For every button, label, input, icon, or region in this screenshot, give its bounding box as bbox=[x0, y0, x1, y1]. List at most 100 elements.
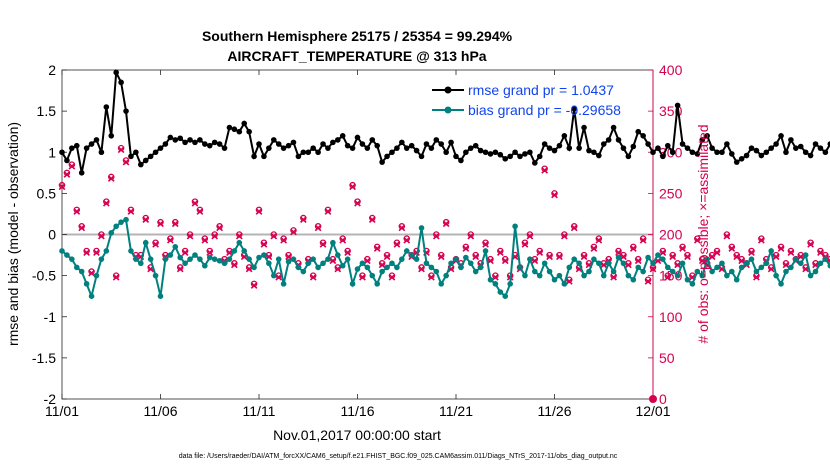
rmse-point bbox=[123, 108, 129, 114]
rmse-point bbox=[335, 137, 341, 143]
bias-point bbox=[817, 260, 824, 267]
rmse-point bbox=[463, 149, 469, 156]
bias-point bbox=[586, 268, 592, 275]
obs-assimilated-point bbox=[378, 261, 386, 269]
rmse-point bbox=[694, 151, 701, 157]
bias-point bbox=[714, 264, 720, 271]
x-tick-label: 11/26 bbox=[538, 403, 572, 419]
x-tick-label: 11/01 bbox=[45, 403, 79, 419]
obs-cross-stroke bbox=[260, 241, 268, 248]
bias-point bbox=[753, 268, 760, 275]
rmse-point bbox=[448, 139, 454, 146]
rmse-point bbox=[502, 156, 509, 162]
obs-cross-stroke bbox=[88, 269, 95, 277]
obs-assimilated-point bbox=[324, 208, 332, 215]
rmse-point bbox=[128, 153, 134, 160]
obs-assimilated-point bbox=[728, 245, 736, 252]
rmse-point bbox=[655, 145, 661, 151]
bias-point bbox=[187, 256, 193, 262]
rmse-point bbox=[236, 128, 243, 135]
obs-cross-stroke bbox=[639, 236, 647, 244]
rmse-point bbox=[290, 139, 297, 146]
rmse-point bbox=[743, 152, 750, 159]
obs-cross-stroke bbox=[674, 261, 681, 269]
rmse-point bbox=[802, 149, 809, 156]
obs-cross-stroke bbox=[231, 261, 238, 269]
obs-cross-stroke bbox=[122, 158, 130, 166]
legend-marker bbox=[444, 86, 452, 94]
rmse-point bbox=[93, 137, 100, 143]
bias-point bbox=[399, 256, 405, 262]
obs-cross-stroke bbox=[723, 232, 731, 240]
rmse-point bbox=[418, 153, 425, 160]
rmse-point bbox=[172, 137, 179, 143]
obs-cross-stroke bbox=[807, 241, 814, 248]
obs-cross-stroke bbox=[63, 171, 71, 178]
obs-cross-stroke bbox=[501, 257, 509, 265]
obs-assimilated-point bbox=[201, 236, 209, 244]
bias-point bbox=[64, 252, 70, 258]
obs-cross-stroke bbox=[142, 216, 150, 224]
rmse-point bbox=[339, 133, 346, 139]
rmse-point bbox=[64, 157, 70, 164]
rmse-point bbox=[261, 153, 267, 160]
bias-point bbox=[689, 281, 696, 287]
bias-point bbox=[384, 264, 390, 271]
obs-assimilated-point bbox=[63, 171, 71, 178]
bias-point bbox=[719, 260, 725, 267]
obs-cross-stroke bbox=[201, 236, 209, 244]
obs-cross-stroke bbox=[753, 273, 760, 281]
obs-cross-stroke bbox=[787, 249, 795, 256]
rmse-point bbox=[118, 79, 124, 86]
obs-assimilated-point bbox=[191, 199, 199, 207]
obs-cross-stroke bbox=[531, 257, 539, 265]
obs-cross-stroke bbox=[437, 253, 445, 261]
rmse-point bbox=[256, 141, 262, 147]
rmse-point bbox=[295, 153, 302, 160]
chart-title-line1: Southern Hemisphere 25175 / 25354 = 99.2… bbox=[202, 28, 513, 44]
rmse-point bbox=[689, 149, 696, 156]
rmse-point bbox=[241, 120, 248, 127]
obs-cross-stroke bbox=[388, 273, 396, 281]
obs-assimilated-point bbox=[772, 253, 780, 261]
rmse-point bbox=[285, 142, 292, 149]
rmse-point bbox=[359, 141, 366, 147]
rmse-point bbox=[142, 157, 149, 164]
obs-cross-stroke bbox=[492, 273, 499, 281]
rmse-point bbox=[354, 134, 361, 141]
bias-point bbox=[650, 260, 656, 267]
obs-assimilated-point bbox=[373, 245, 381, 252]
bias-point bbox=[275, 256, 282, 262]
obs-assimilated-point bbox=[679, 245, 686, 252]
rmse-point bbox=[664, 142, 671, 149]
y-tick-label-left: 2 bbox=[48, 62, 56, 78]
obs-assimilated-point bbox=[166, 236, 174, 244]
obs-cross-stroke bbox=[629, 245, 637, 252]
bias-point bbox=[807, 272, 814, 279]
bias-point bbox=[620, 260, 627, 267]
obs-assimilated-point bbox=[462, 245, 470, 252]
obs-assimilated-point bbox=[157, 220, 164, 228]
bias-point bbox=[605, 260, 612, 267]
bias-point bbox=[285, 258, 292, 265]
legend-entry-label: bias grand pr = -0.29658 bbox=[468, 102, 621, 118]
bias-point bbox=[83, 281, 90, 287]
rmse-point bbox=[182, 139, 188, 146]
bias-point bbox=[123, 216, 129, 223]
obs-assimilated-point bbox=[541, 166, 549, 174]
bias-point bbox=[290, 256, 297, 262]
rmse-point bbox=[788, 137, 794, 143]
obs-assimilated-point bbox=[211, 232, 219, 240]
rmse-point bbox=[216, 141, 223, 147]
obs-cross-stroke bbox=[73, 208, 81, 215]
bias-point bbox=[724, 272, 730, 279]
bias-point bbox=[522, 272, 528, 279]
bias-point bbox=[655, 252, 661, 258]
bias-point bbox=[600, 272, 607, 279]
bias-point bbox=[773, 272, 779, 279]
rmse-point bbox=[138, 161, 144, 168]
obs-assimilated-point bbox=[472, 253, 480, 261]
obs-cross-stroke bbox=[541, 166, 549, 174]
bias-point bbox=[477, 264, 484, 271]
